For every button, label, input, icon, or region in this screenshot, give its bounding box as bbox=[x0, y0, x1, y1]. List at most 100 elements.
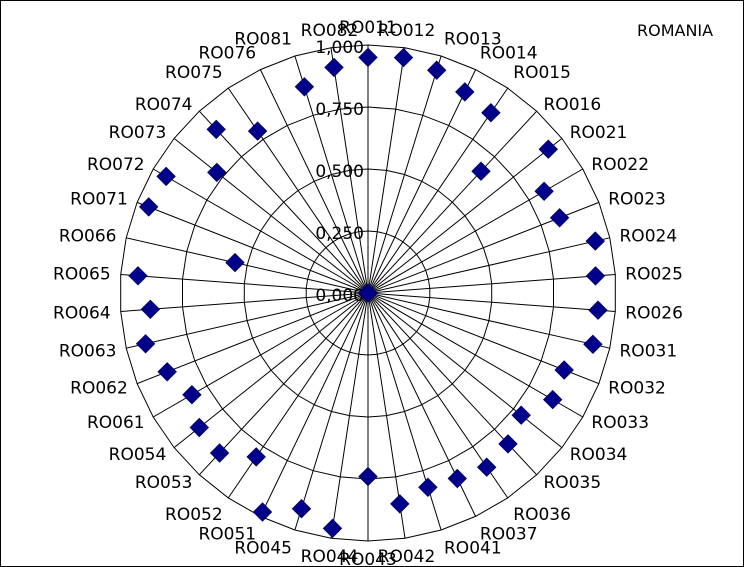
data-point bbox=[157, 362, 177, 382]
category-label: RO011 bbox=[339, 18, 397, 38]
grid-spoke bbox=[367, 47, 406, 294]
data-point bbox=[291, 498, 312, 519]
category-label: RO081 bbox=[234, 30, 292, 50]
data-point bbox=[534, 181, 554, 202]
data-point bbox=[447, 468, 468, 489]
r-tick-label: 0,500 bbox=[315, 162, 364, 182]
category-label: RO082 bbox=[301, 21, 359, 41]
category-label: RO022 bbox=[591, 155, 649, 175]
grid-spoke bbox=[173, 292, 369, 448]
data-point bbox=[418, 477, 438, 498]
grid-layer bbox=[120, 44, 616, 542]
grid-spoke bbox=[367, 87, 509, 294]
data-point bbox=[358, 466, 378, 487]
data-point bbox=[182, 384, 202, 405]
category-label: RO074 bbox=[135, 95, 193, 115]
grid-spoke bbox=[198, 110, 369, 294]
grid-spoke bbox=[367, 292, 616, 312]
category-label: RO034 bbox=[570, 445, 628, 465]
data-point bbox=[252, 502, 273, 522]
data-point bbox=[426, 60, 447, 80]
category-label: RO075 bbox=[165, 63, 223, 83]
category-label: RO024 bbox=[620, 227, 678, 247]
data-point bbox=[549, 208, 570, 228]
data-point bbox=[585, 231, 606, 251]
category-label: RO012 bbox=[378, 21, 436, 41]
grid-spoke bbox=[367, 292, 610, 349]
data-point bbox=[189, 417, 210, 438]
category-label: RO033 bbox=[591, 413, 649, 433]
category-label: RO066 bbox=[59, 227, 117, 247]
category-label: RO045 bbox=[234, 539, 292, 559]
grid-spoke bbox=[367, 292, 563, 448]
category-label: RO014 bbox=[480, 44, 538, 64]
grid-spoke bbox=[367, 138, 563, 294]
data-point bbox=[156, 166, 176, 187]
grid-spoke bbox=[227, 87, 369, 294]
category-label: RO062 bbox=[70, 378, 128, 398]
grid-spoke bbox=[330, 47, 369, 294]
data-point bbox=[138, 197, 159, 217]
category-label: RO021 bbox=[570, 123, 628, 143]
category-label: RO043 bbox=[339, 550, 397, 567]
data-point bbox=[358, 283, 378, 303]
chart-title: ROMANIA bbox=[637, 21, 713, 40]
category-label: RO076 bbox=[198, 44, 256, 64]
data-point bbox=[128, 266, 148, 286]
data-point bbox=[294, 77, 315, 97]
data-point bbox=[322, 518, 343, 539]
category-label: RO016 bbox=[544, 95, 602, 115]
grid-spoke bbox=[126, 292, 369, 349]
grid-spoke bbox=[259, 69, 369, 294]
category-label: RO026 bbox=[625, 303, 683, 323]
data-point bbox=[481, 102, 501, 123]
category-label: RO044 bbox=[301, 547, 359, 567]
category-label: RO052 bbox=[165, 505, 223, 525]
data-point bbox=[583, 334, 603, 355]
grid-spoke bbox=[294, 292, 369, 531]
data-point bbox=[393, 47, 414, 68]
category-label: RO015 bbox=[513, 63, 571, 83]
category-label: RO063 bbox=[59, 341, 117, 361]
grid-spoke bbox=[173, 138, 369, 294]
grid-spoke bbox=[198, 292, 369, 476]
category-label: RO061 bbox=[87, 413, 145, 433]
grid-spoke bbox=[126, 237, 369, 294]
grid-spoke bbox=[367, 237, 610, 294]
data-point bbox=[588, 300, 608, 320]
grid-spoke bbox=[367, 69, 477, 294]
data-point bbox=[498, 434, 518, 454]
category-label: RO035 bbox=[544, 473, 602, 493]
grid-spoke bbox=[367, 110, 538, 294]
data-point bbox=[542, 389, 563, 410]
category-label: RO042 bbox=[378, 547, 436, 567]
grid-spoke bbox=[367, 55, 442, 294]
data-point bbox=[135, 334, 156, 354]
data-point bbox=[246, 447, 266, 467]
category-label: RO023 bbox=[608, 190, 666, 210]
category-label: RO032 bbox=[608, 378, 666, 398]
r-tick-label: 0,250 bbox=[315, 224, 364, 244]
category-label: RO036 bbox=[513, 505, 571, 525]
category-label: RO065 bbox=[53, 265, 111, 285]
data-point bbox=[471, 161, 491, 181]
data-point bbox=[585, 266, 606, 286]
r-tick-label: 0,000 bbox=[315, 286, 364, 306]
category-label: RO037 bbox=[480, 524, 538, 544]
grid-spoke bbox=[136, 201, 369, 294]
category-label: RO071 bbox=[70, 190, 128, 210]
category-label: RO031 bbox=[620, 341, 678, 361]
grid-spoke bbox=[259, 292, 369, 517]
grid-spoke bbox=[330, 292, 369, 539]
grid-spoke bbox=[136, 292, 369, 385]
data-point bbox=[247, 121, 268, 141]
r-tick-label: 0,750 bbox=[315, 100, 364, 120]
category-label: RO072 bbox=[87, 155, 145, 175]
category-label: RO053 bbox=[135, 473, 193, 493]
data-point bbox=[209, 443, 230, 463]
grid-spoke bbox=[120, 274, 369, 294]
category-label: RO064 bbox=[53, 303, 111, 323]
data-point bbox=[324, 57, 344, 78]
data-point bbox=[554, 360, 574, 380]
